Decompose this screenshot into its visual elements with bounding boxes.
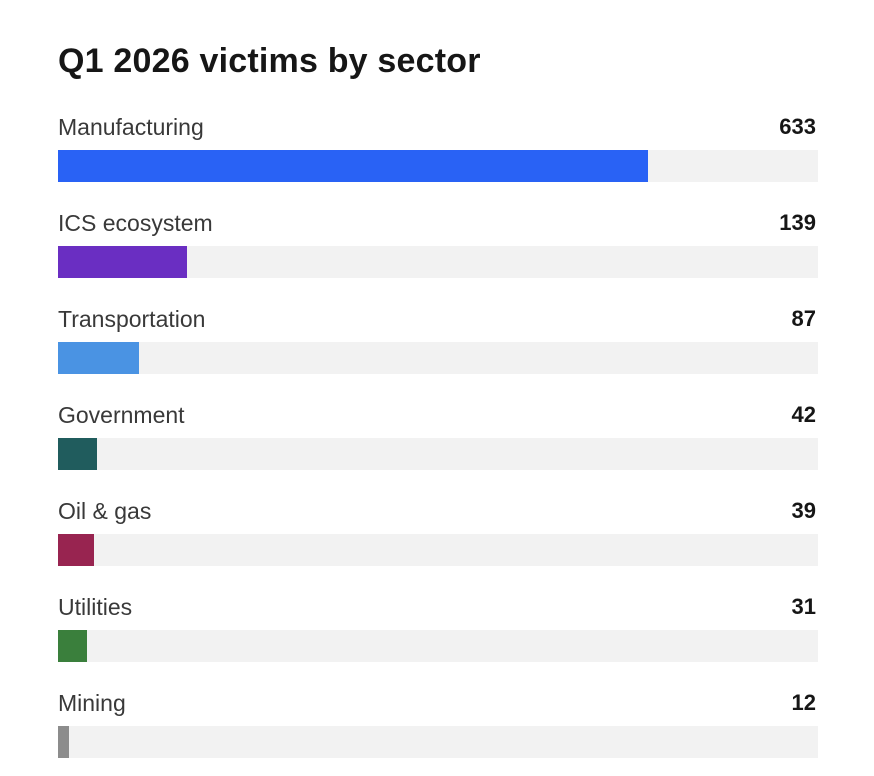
bar-row-government: Government 42: [58, 398, 818, 494]
value-label: 87: [791, 306, 816, 331]
value-label: 12: [791, 690, 816, 715]
bar-oil-gas: [58, 534, 95, 566]
bar-row-mining: Mining 12: [58, 686, 818, 776]
value-label: 42: [791, 402, 816, 427]
category-label: Mining: [58, 690, 126, 716]
bar-track: [58, 246, 818, 278]
bar-track: [58, 726, 818, 758]
category-label: Utilities: [58, 594, 133, 620]
bar-row-oil-gas: Oil & gas 39: [58, 494, 818, 590]
bar-track: [58, 438, 818, 470]
bar-utilities: [58, 630, 87, 662]
bar-manufacturing: [58, 150, 648, 182]
bar-track: [58, 150, 818, 182]
bar-government: [58, 438, 98, 470]
bar-mining: [58, 726, 70, 758]
bar-ics-ecosystem: [58, 246, 188, 278]
bar-row-transportation: Transportation 87: [58, 302, 818, 398]
value-label: 633: [779, 114, 816, 139]
bar-row-utilities: Utilities 31: [58, 590, 818, 686]
bar-track: [58, 630, 818, 662]
value-label: 39: [791, 498, 816, 523]
bar-track: [58, 534, 818, 566]
bar-chart: Manufacturing 633 ICS ecosystem 139 Tran…: [58, 110, 818, 776]
category-label: Manufacturing: [58, 114, 204, 140]
category-label: Oil & gas: [58, 498, 152, 524]
value-label: 31: [791, 594, 816, 619]
category-label: ICS ecosystem: [58, 210, 213, 236]
bar-row-ics-ecosystem: ICS ecosystem 139: [58, 206, 818, 302]
chart-title: Q1 2026 victims by sector: [58, 42, 481, 80]
category-label: Government: [58, 402, 185, 428]
bar-row-manufacturing: Manufacturing 633: [58, 110, 818, 206]
bar-transportation: [58, 342, 140, 374]
category-label: Transportation: [58, 306, 206, 332]
value-label: 139: [779, 210, 816, 235]
bar-track: [58, 342, 818, 374]
